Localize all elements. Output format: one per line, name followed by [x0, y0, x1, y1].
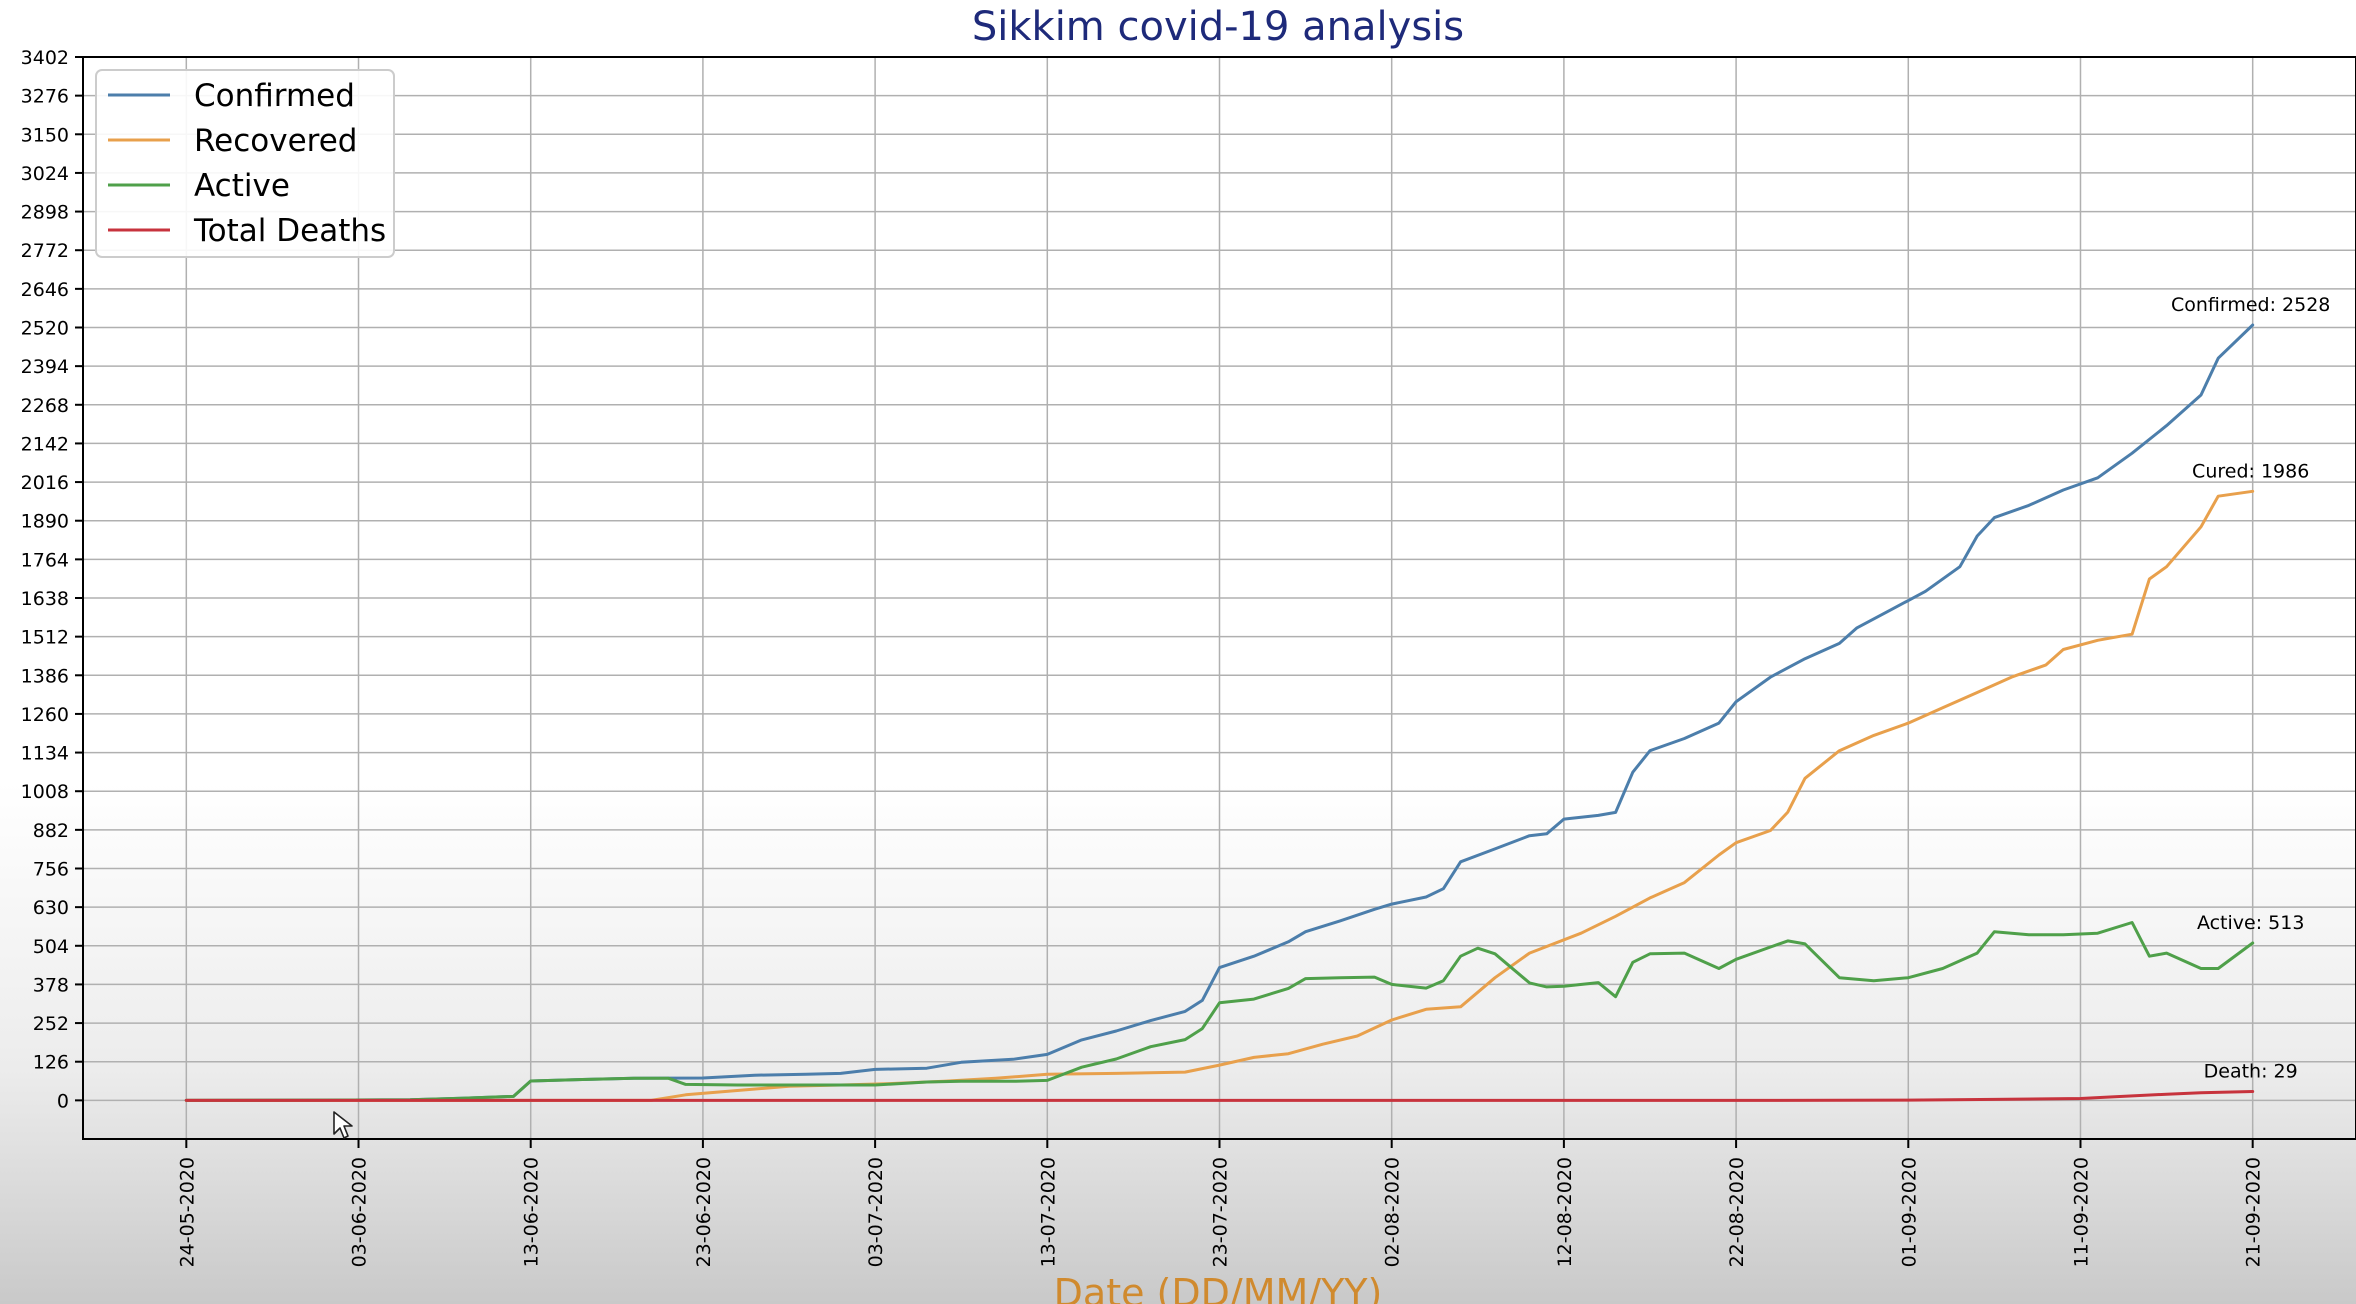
y-tick-label: 1512 — [21, 627, 69, 649]
y-tick-label: 1890 — [21, 511, 69, 533]
y-tick-label: 630 — [33, 897, 69, 919]
y-tick-label: 1134 — [21, 743, 69, 765]
plot-frame — [82, 56, 2356, 1140]
y-tick-label: 3402 — [21, 47, 69, 69]
x-tick-label: 03-06-2020 — [349, 1157, 371, 1267]
annotations: Confirmed: 2528 Cured: 1986 Active: 513 Dea… — [2171, 294, 2330, 1082]
y-tick-label: 1638 — [21, 588, 69, 610]
y-tick-label: 3276 — [21, 86, 69, 108]
x-tick-label: 23-06-2020 — [693, 1157, 715, 1267]
legend-label-confirmed: Confirmed — [194, 78, 355, 114]
x-tick-label: 24-05-2020 — [176, 1157, 198, 1267]
series-lines — [184, 323, 2255, 1102]
annotation-label: Death: 29 — [2204, 1060, 2298, 1082]
series-line-active — [184, 921, 2255, 1102]
series-line-recovered — [184, 489, 2255, 1102]
x-tick-label: 13-06-2020 — [521, 1157, 543, 1267]
y-tick-label: 2016 — [21, 472, 69, 494]
y-tick-label: 2520 — [21, 318, 69, 340]
y-tick-label: 504 — [33, 936, 69, 958]
legend-box — [95, 69, 395, 258]
y-tick-label: 2394 — [21, 356, 69, 378]
series-line-total-deaths — [184, 1090, 2255, 1102]
legend-label-active: Active — [194, 168, 290, 204]
y-tick-label: 1386 — [21, 665, 69, 687]
y-tick-label: 1008 — [21, 781, 69, 803]
mouse-cursor-icon — [333, 1111, 353, 1139]
y-tick-label: 1764 — [21, 549, 69, 571]
x-tick-label: 23-07-2020 — [1210, 1157, 1232, 1267]
y-tick-label: 2268 — [21, 395, 69, 417]
annotation-label: Confirmed: 2528 — [2171, 294, 2330, 316]
annotation-label: Cured: 1986 — [2192, 460, 2309, 482]
y-tick-label: 3024 — [21, 163, 69, 185]
x-tick-label: 21-09-2020 — [2243, 1157, 2265, 1267]
annotation-label: Active: 513 — [2197, 912, 2304, 934]
y-tick-label: 252 — [33, 1013, 69, 1035]
legend-label-total-deaths: Total Deaths — [193, 213, 386, 249]
grid — [83, 56, 2356, 1139]
y-tick-label: 2142 — [21, 433, 69, 455]
y-tick-label: 3150 — [21, 124, 69, 146]
x-tick-label: 01-09-2020 — [1898, 1157, 1920, 1267]
y-tick-label: 1260 — [21, 704, 69, 726]
legend: Confirmed Recovered Active Total Deaths — [95, 69, 395, 258]
x-tick-label: 03-07-2020 — [865, 1157, 887, 1267]
y-axis-ticks: 0 126 252 378 504 630 756 882 1008 1134 1260 1386 15… — [21, 47, 83, 1112]
y-tick-label: 882 — [33, 820, 69, 842]
y-tick-label: 2772 — [21, 240, 69, 262]
legend-label-recovered: Recovered — [194, 123, 357, 159]
series-line-confirmed — [184, 323, 2255, 1102]
x-tick-label: 13-07-2020 — [1037, 1157, 1059, 1267]
x-axis-label: Date (DD/MM/YY) — [1054, 1271, 1383, 1304]
y-tick-label: 2646 — [21, 279, 69, 301]
x-tick-label: 11-09-2020 — [2070, 1157, 2092, 1267]
chart-title: Sikkim covid-19 analysis — [972, 4, 1464, 50]
x-tick-label: 22-08-2020 — [1726, 1157, 1748, 1267]
x-tick-label: 02-08-2020 — [1382, 1157, 1404, 1267]
y-tick-label: 378 — [33, 974, 69, 996]
y-tick-label: 756 — [33, 859, 69, 881]
y-tick-label: 126 — [33, 1052, 69, 1074]
y-tick-label: 0 — [57, 1090, 69, 1112]
y-tick-label: 2898 — [21, 202, 69, 224]
x-tick-label: 12-08-2020 — [1554, 1157, 1576, 1267]
x-axis-ticks: 24-05-2020 03-06-2020 13-06-2020 23-06-2020… — [176, 1139, 2265, 1267]
